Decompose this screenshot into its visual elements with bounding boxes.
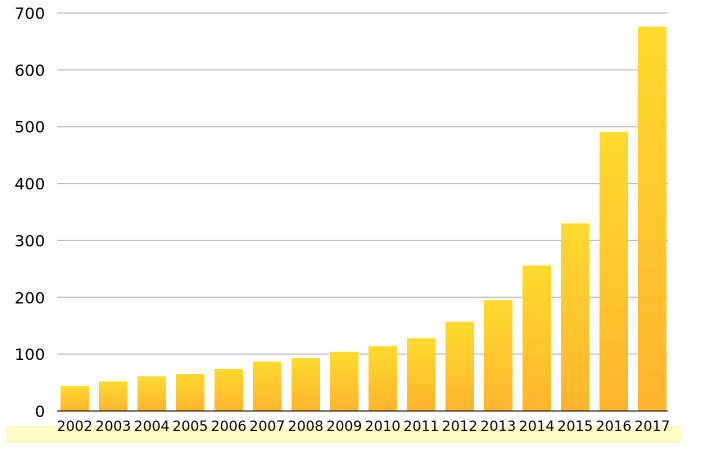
x-tick-label: 2010 — [365, 419, 401, 435]
y-tick-label: 600 — [14, 61, 45, 80]
x-tick-label: 2012 — [442, 419, 478, 435]
y-tick-label: 300 — [14, 231, 45, 250]
bar-2016 — [599, 131, 628, 411]
x-tick-label: 2002 — [57, 419, 93, 435]
bar-2003 — [99, 381, 128, 411]
y-tick-label: 200 — [14, 288, 45, 307]
bar-2002 — [60, 385, 89, 411]
x-tick-label: 2017 — [634, 419, 670, 435]
x-tick-label: 2011 — [403, 419, 439, 435]
y-tick-label: 400 — [14, 175, 45, 194]
x-tick-label: 2007 — [249, 419, 285, 435]
x-tick-label: 2013 — [480, 419, 516, 435]
x-tick-label: 2008 — [288, 419, 324, 435]
x-tick-label: 2009 — [326, 419, 362, 435]
bar-2008 — [291, 358, 320, 411]
y-tick-label: 700 — [14, 4, 45, 23]
x-tick-label: 2003 — [95, 419, 131, 435]
x-tick-label: 2006 — [211, 419, 247, 435]
bar-2004 — [137, 376, 166, 411]
bar-2015 — [561, 223, 590, 411]
bar-2009 — [330, 351, 359, 411]
x-tick-label: 2004 — [134, 419, 170, 435]
bar-2014 — [522, 265, 551, 411]
bar-2012 — [445, 321, 474, 411]
bar-2005 — [176, 374, 205, 411]
y-tick-label: 500 — [14, 118, 45, 137]
y-tick-labels: 0 100 200 300 400 500 600 700 — [14, 4, 45, 421]
bar-2006 — [214, 368, 243, 411]
y-tick-label: 0 — [35, 402, 45, 421]
bars — [60, 26, 667, 411]
x-tick-label: 2016 — [596, 419, 632, 435]
bar-2007 — [253, 361, 282, 411]
bar-2017 — [638, 26, 667, 411]
category-band — [6, 426, 681, 443]
x-tick-label: 2005 — [172, 419, 208, 435]
bar-2013 — [484, 300, 513, 411]
y-tick-label: 100 — [14, 345, 45, 364]
x-tick-label: 2014 — [519, 419, 555, 435]
x-tick-label: 2015 — [557, 419, 593, 435]
bar-2010 — [368, 346, 397, 411]
bar-2011 — [407, 338, 436, 411]
x-tick-labels: 2002 2003 2004 2005 2006 2007 2008 2009 2010 2011… — [57, 419, 670, 435]
